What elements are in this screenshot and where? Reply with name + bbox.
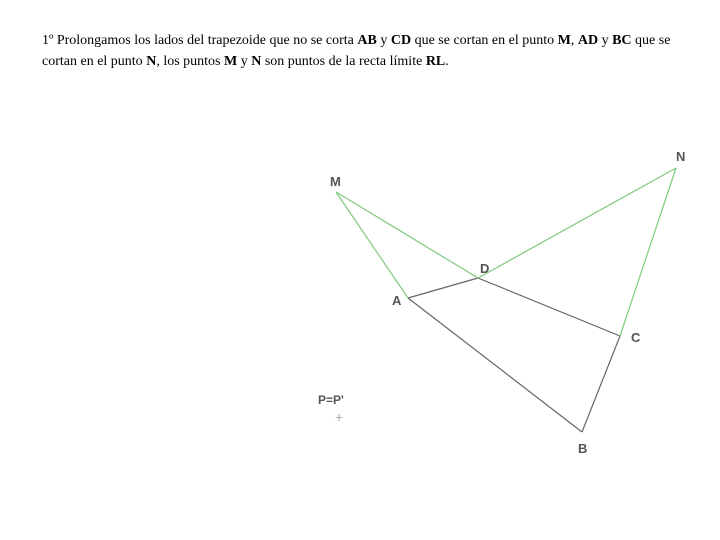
- label-pp: P=P': [318, 393, 344, 407]
- label-d: D: [480, 261, 489, 276]
- label-c: C: [631, 330, 640, 345]
- label-b: B: [578, 441, 587, 456]
- geometry-diagram: [0, 0, 720, 540]
- label-a: A: [392, 293, 401, 308]
- label-m: M: [330, 174, 341, 189]
- label-n: N: [676, 149, 685, 164]
- plus-mark: +: [335, 409, 343, 425]
